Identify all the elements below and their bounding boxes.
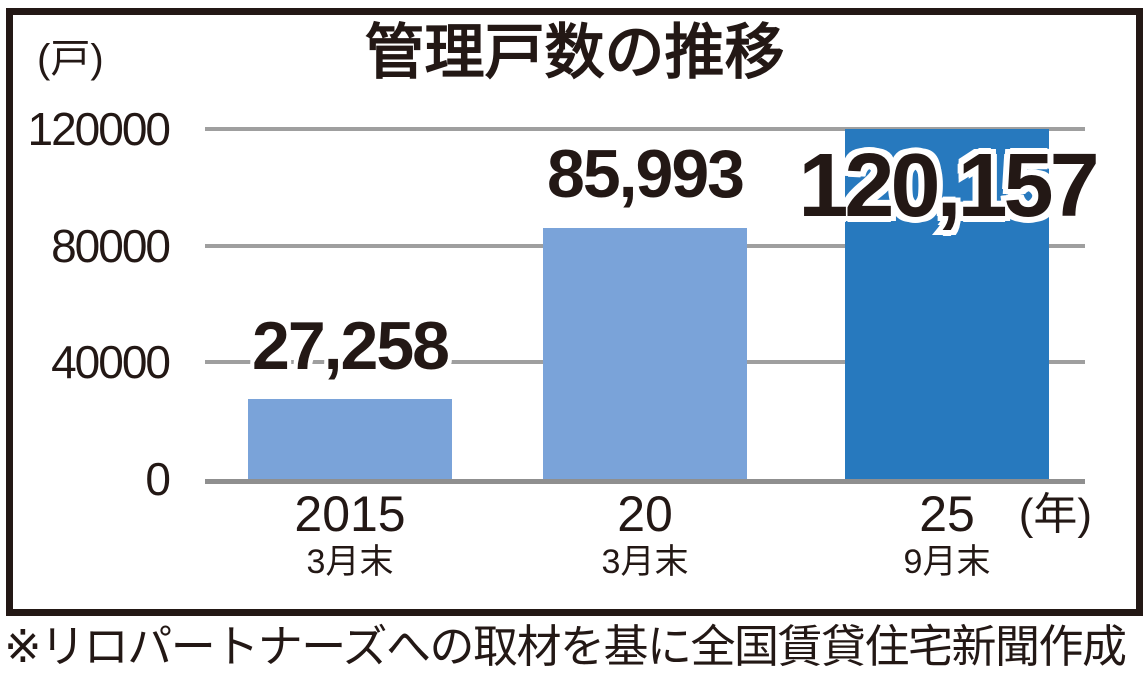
- x-tick-period: 9月末: [903, 543, 991, 581]
- bar-value-label: 120,157 120,157: [793, 135, 1104, 236]
- x-tick-year: 25: [919, 486, 975, 542]
- x-tick-year: 2015: [294, 486, 406, 542]
- plot-area: 0 40000 80000 120000 27,258 85,993 120,157 120,…: [13, 15, 1136, 609]
- gridline: [205, 127, 1085, 131]
- chart-box: (戸) 管理戸数の推移 0 40000 80000 120000 27,258 85,99…: [6, 8, 1143, 616]
- x-tick-period: 3月末: [306, 543, 394, 581]
- bar-value-label: 85,993: [547, 136, 745, 213]
- bar-value-text: 120,157: [798, 135, 1099, 236]
- chart-title: 管理戸数の推移: [364, 19, 785, 86]
- y-tick-label: 40000: [51, 336, 171, 389]
- bar: [248, 399, 452, 479]
- y-tick-label: 120000: [27, 103, 172, 155]
- y-axis-unit-label: (戸): [37, 37, 104, 81]
- x-axis-unit-label: (年): [1018, 490, 1092, 539]
- x-axis-baseline: [205, 479, 1085, 484]
- x-tick-period: 3月末: [601, 543, 689, 581]
- bar-value-outline: 120,157: [793, 135, 1104, 236]
- bar: [845, 128, 1049, 479]
- y-tick-label: 80000: [51, 219, 171, 272]
- y-tick-label: 0: [145, 453, 171, 505]
- bar-value-label: 27,258: [252, 307, 450, 384]
- bar: [543, 228, 747, 479]
- source-note: ※リロパートナーズへの取材を基に全国賃貸住宅新聞作成: [4, 621, 1127, 672]
- x-tick-year: 20: [617, 486, 673, 542]
